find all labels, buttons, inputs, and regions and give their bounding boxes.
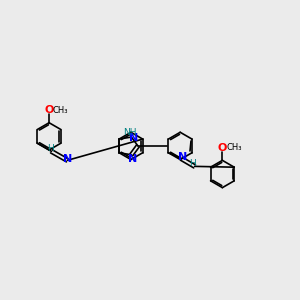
Text: H: H — [189, 159, 196, 168]
Text: H: H — [47, 144, 53, 153]
Text: CH₃: CH₃ — [53, 106, 68, 115]
Text: O: O — [44, 105, 54, 115]
Text: NH: NH — [124, 128, 137, 137]
Text: N: N — [128, 154, 137, 164]
Text: N: N — [129, 133, 138, 143]
Text: CH₃: CH₃ — [226, 143, 242, 152]
Text: N: N — [64, 154, 73, 164]
Text: O: O — [218, 142, 227, 152]
Text: N: N — [178, 152, 187, 162]
